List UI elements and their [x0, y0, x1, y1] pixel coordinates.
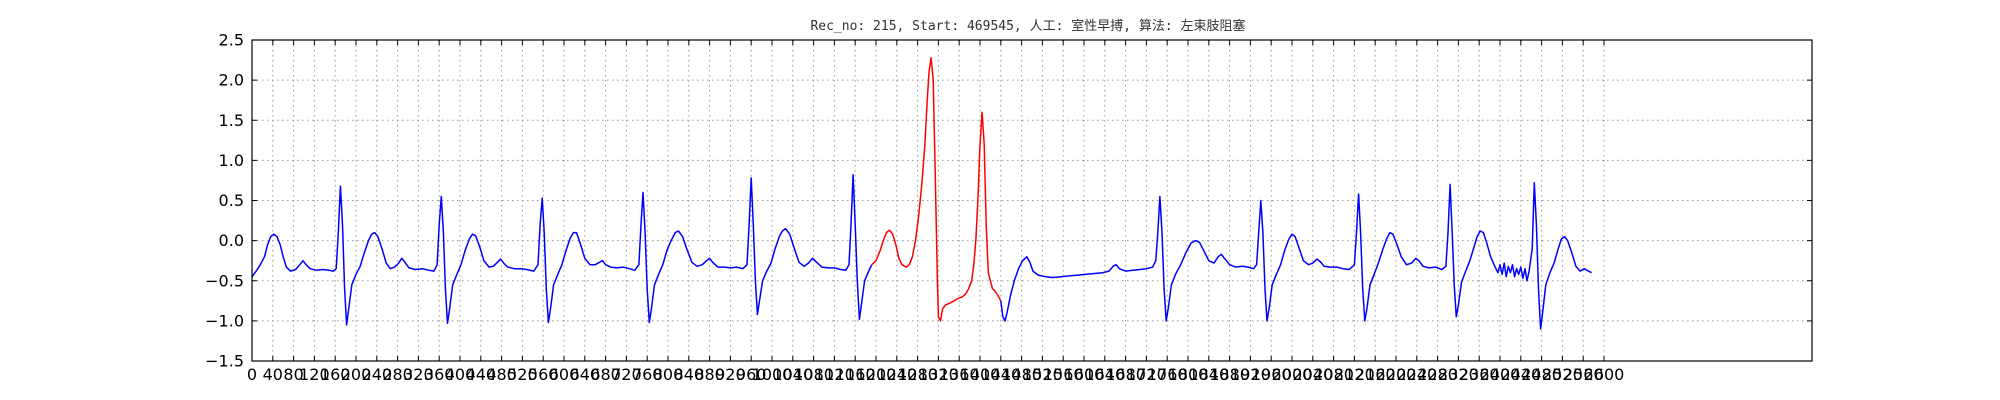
x-tick-label: 2160 [1355, 365, 1396, 384]
x-tick-label: 2520 [1542, 365, 1583, 384]
y-tick-label: 1.0 [219, 151, 244, 170]
y-tick-label: 0.0 [219, 231, 244, 250]
x-tick-label: 1200 [856, 365, 897, 384]
x-tick-label: 2440 [1500, 365, 1541, 384]
x-tick-label: 1400 [960, 365, 1001, 384]
x-tick-label: 1240 [876, 365, 917, 384]
x-tick-label: 160 [320, 365, 351, 384]
x-tick-label: 360 [424, 365, 455, 384]
plot-frame [251, 39, 1813, 362]
x-tick-label: 880 [694, 365, 725, 384]
x-tick-label: 120 [299, 365, 330, 384]
chart-title: Rec_no: 215, Start: 469545, 人工: 室性早搏, 算法… [810, 18, 1245, 34]
x-tick-label: 840 [674, 365, 705, 384]
x-tick-label: 1760 [1147, 365, 1188, 384]
x-tick-label: 640 [570, 365, 601, 384]
y-tick-labels: −1.5 −1.0 −0.5 0.0 0.5 1.0 1.5 2.0 2.5 [205, 31, 244, 371]
x-tick-label: 320 [403, 365, 434, 384]
y-tick-label: 2.5 [219, 31, 244, 50]
x-tick-label: 680 [590, 365, 621, 384]
x-tick-labels: 0 40 8012016020024028032036040044048052056… [247, 365, 1624, 384]
y-tick-label: 2.0 [219, 71, 244, 90]
x-tick-label: 960 [736, 365, 767, 384]
x-tick-label: 2560 [1563, 365, 1604, 384]
x-tick-label: 2320 [1438, 365, 1479, 384]
x-tick-label: 1560 [1043, 365, 1084, 384]
y-tick-label: 1.5 [219, 111, 244, 130]
x-tick-label: 1680 [1105, 365, 1146, 384]
x-tick-label: 720 [611, 365, 642, 384]
ecg-series-0-line [1000, 182, 1592, 330]
x-tick-label: 1800 [1168, 365, 1209, 384]
x-tick-label: 1880 [1209, 365, 1250, 384]
x-tick-label: 2360 [1459, 365, 1500, 384]
y-tick-label: −0.5 [205, 271, 244, 290]
x-tick-label: 200 [341, 365, 372, 384]
x-tick-label: 520 [507, 365, 538, 384]
x-tick-label: 1640 [1084, 365, 1125, 384]
x-tick-label: 560 [528, 365, 559, 384]
x-tick-label: 2000 [1272, 365, 1313, 384]
x-tick-label: 400 [445, 365, 476, 384]
x-tick-label: 1080 [793, 365, 834, 384]
x-tick-label: 2480 [1521, 365, 1562, 384]
x-tick-label: 1960 [1251, 365, 1292, 384]
x-tick-label: 440 [466, 365, 497, 384]
x-tick-label: 1120 [814, 365, 855, 384]
x-tick-label: 2200 [1376, 365, 1417, 384]
x-tick-label: 1840 [1188, 365, 1229, 384]
ecg-traces [251, 56, 1592, 330]
x-tick-label: 480 [486, 365, 517, 384]
ecg-series-1-line [871, 56, 1002, 322]
x-tick-label: 1000 [752, 365, 793, 384]
x-tick-label: 600 [549, 365, 580, 384]
y-tick-label: −1.5 [205, 352, 244, 371]
x-tick-label: 2120 [1334, 365, 1375, 384]
x-tick-label: 240 [362, 365, 393, 384]
x-tick-label: 1600 [1064, 365, 1105, 384]
x-tick-label: 2240 [1396, 365, 1437, 384]
x-tick-label: 2040 [1292, 365, 1333, 384]
x-tick-label: 40 [263, 365, 283, 384]
x-tick-label: 1360 [939, 365, 980, 384]
y-tick-label: −1.0 [205, 311, 244, 330]
x-tick-label: 1520 [1022, 365, 1063, 384]
x-tick-label: 920 [715, 365, 746, 384]
x-tick-label: 1720 [1126, 365, 1167, 384]
grid-lines [251, 39, 1812, 362]
x-tick-label: 2080 [1313, 365, 1354, 384]
x-tick-label: 1920 [1230, 365, 1271, 384]
x-tick-label: 2400 [1480, 365, 1521, 384]
x-tick-label: 0 [247, 365, 257, 384]
x-tick-label: 2280 [1417, 365, 1458, 384]
y-tick-label: 0.5 [219, 191, 244, 210]
x-tick-label: 1160 [835, 365, 876, 384]
x-tick-label: 2600 [1584, 365, 1625, 384]
x-tick-label: 1480 [1001, 365, 1042, 384]
ecg-series-0-line [251, 174, 873, 326]
x-tick-label: 280 [382, 365, 413, 384]
x-tick-label: 1320 [918, 365, 959, 384]
x-tick-label: 80 [283, 365, 303, 384]
x-tick-label: 1440 [980, 365, 1021, 384]
x-tick-label: 1280 [897, 365, 938, 384]
x-tick-label: 800 [653, 365, 684, 384]
x-tick-label: 760 [632, 365, 663, 384]
axis-ticks [251, 39, 1812, 362]
x-tick-label: 1040 [772, 365, 813, 384]
